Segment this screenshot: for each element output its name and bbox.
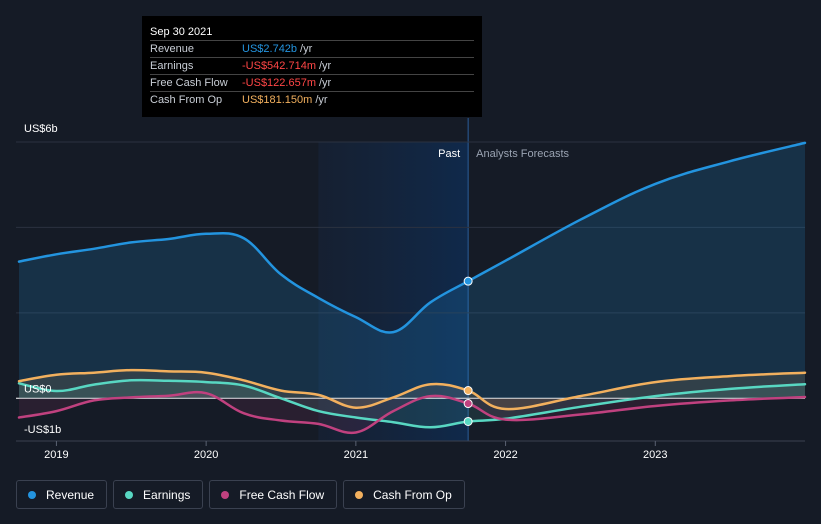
data-tooltip: Sep 30 2021 Revenue US$2.742b /yr Earnin… — [142, 16, 482, 117]
legend-item-earnings[interactable]: Earnings — [113, 480, 204, 509]
tooltip-value: -US$542.714m — [242, 60, 316, 72]
earnings-line — [17, 378, 807, 429]
free-cash-flow-line — [17, 390, 807, 435]
legend-label: Free Cash Flow — [239, 487, 325, 502]
earnings-area — [19, 380, 805, 428]
y-axis-label: US$6b — [24, 123, 58, 135]
legend-item-cash-from-op[interactable]: Cash From Op — [343, 480, 465, 509]
tooltip-row-free-cash-flow: Free Cash Flow -US$122.657m /yr — [150, 75, 474, 92]
tooltip-label: Earnings — [150, 60, 194, 72]
revenue-line — [17, 141, 807, 334]
revenue-point — [463, 276, 473, 286]
x-tick-label: 2019 — [44, 449, 68, 461]
cash-from-op-dot-icon — [355, 490, 364, 499]
tooltip-row-cash-from-op: Cash From Op US$181.150m /yr — [150, 92, 474, 109]
revenue-dot-icon — [28, 490, 36, 499]
forecast-label: Analysts Forecasts — [476, 148, 569, 160]
past-label: Past — [438, 148, 460, 160]
tooltip-unit: /yr — [319, 77, 332, 89]
tooltip-row-earnings: Earnings -US$542.714m /yr — [150, 58, 474, 75]
free-cash-flow-point — [463, 399, 473, 409]
past-region — [318, 142, 469, 441]
x-tick-label: 2022 — [493, 449, 517, 461]
tooltip-value: -US$122.657m — [242, 77, 316, 89]
cash-from-op-line — [17, 368, 807, 411]
tooltip-label: Free Cash Flow — [150, 77, 228, 89]
earnings-dot-icon — [125, 490, 134, 499]
legend-label: Revenue — [46, 487, 95, 502]
legend-item-free-cash-flow[interactable]: Free Cash Flow — [209, 480, 338, 509]
tooltip-label: Revenue — [150, 43, 195, 55]
y-axis-label: -US$1b — [24, 424, 61, 436]
free-cash-flow-dot-icon — [221, 490, 230, 499]
tooltip-unit: /yr — [300, 43, 313, 55]
revenue-area — [19, 142, 805, 399]
tooltip-unit: /yr — [315, 94, 328, 106]
tooltip-value: US$2.742b — [242, 43, 298, 55]
tooltip-row-revenue: Revenue US$2.742b /yr — [150, 41, 474, 58]
cash-from-op-point — [463, 386, 473, 396]
tooltip-label: Cash From Op — [150, 94, 223, 106]
legend-label: Earnings — [143, 487, 191, 502]
x-tick-label: 2023 — [643, 449, 667, 461]
x-tick-label: 2020 — [194, 449, 218, 461]
tooltip-value: US$181.150m — [242, 94, 313, 106]
legend-label: Cash From Op — [373, 487, 452, 502]
tooltip-unit: /yr — [319, 60, 332, 72]
earnings-point — [463, 416, 473, 426]
legend-item-revenue[interactable]: Revenue — [16, 480, 108, 509]
x-tick-label: 2021 — [344, 449, 368, 461]
y-axis-label: US$0 — [24, 383, 52, 395]
chart-legend: Revenue Earnings Free Cash Flow Cash Fro… — [16, 480, 465, 509]
cash-from-op-area — [19, 370, 805, 410]
tooltip-date: Sep 30 2021 — [150, 24, 474, 41]
